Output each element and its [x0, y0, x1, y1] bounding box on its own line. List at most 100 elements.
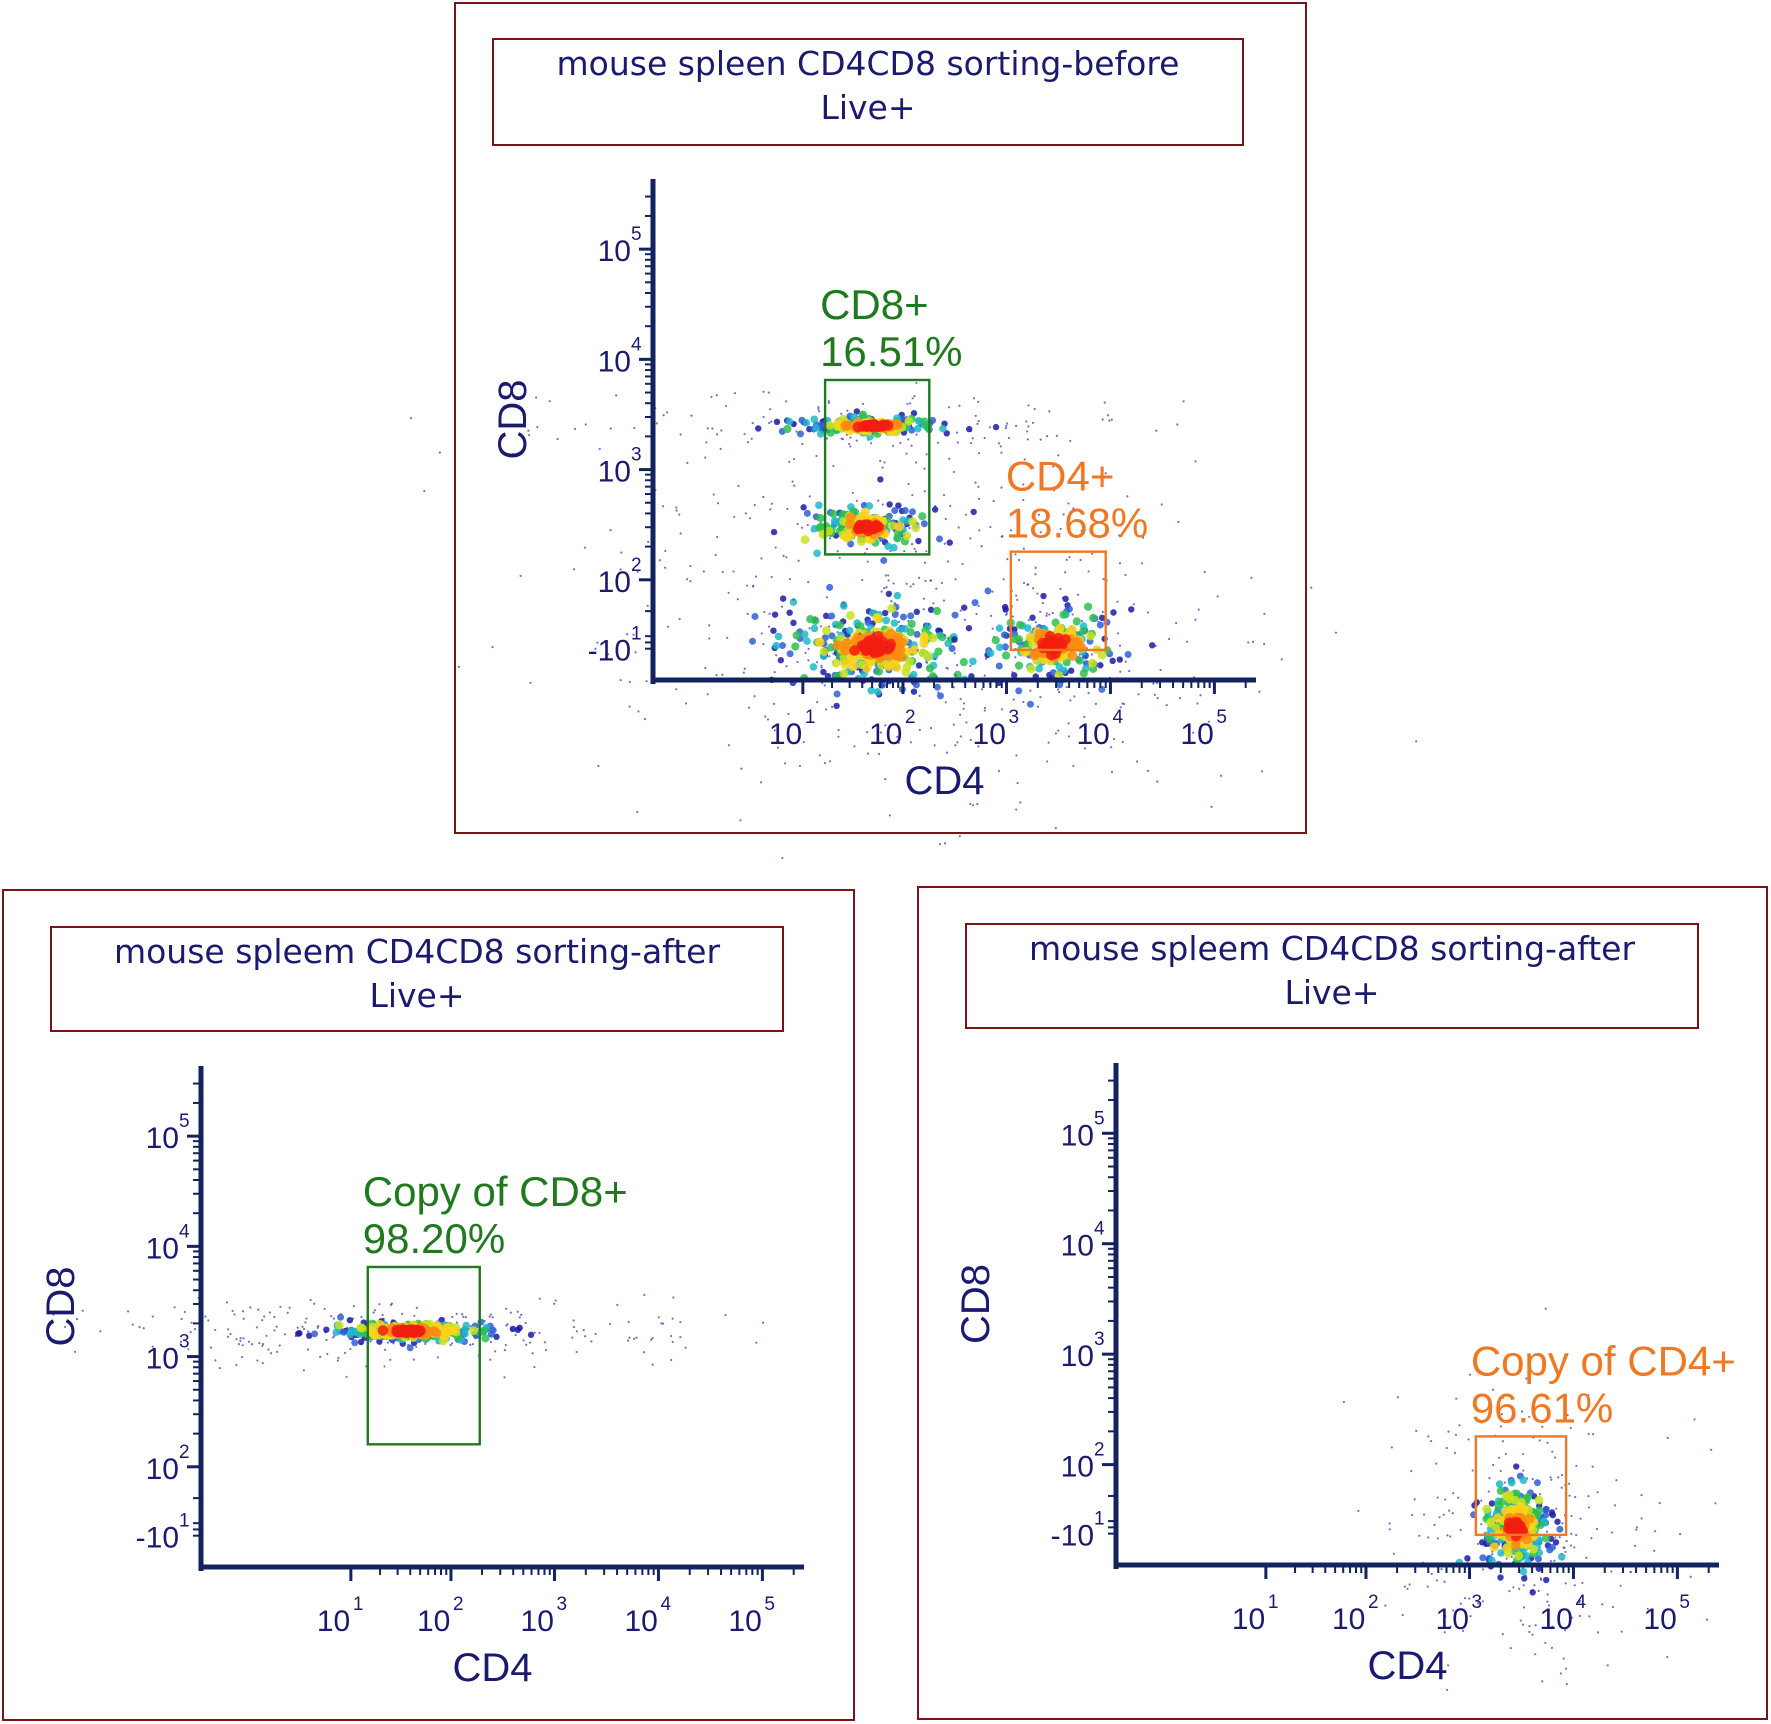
event-dot	[853, 408, 861, 415]
event-dot	[800, 535, 810, 545]
event-dot	[800, 504, 807, 511]
event-dot	[389, 1358, 392, 1361]
event-dot	[261, 1344, 264, 1347]
event-dot	[1045, 612, 1048, 615]
event-dot	[955, 431, 959, 434]
event-dot	[929, 726, 933, 730]
event-dot	[1192, 731, 1195, 734]
event-dot	[871, 432, 875, 435]
event-dot	[802, 741, 805, 744]
event-dot	[1500, 1413, 1503, 1416]
event-dot	[269, 1352, 273, 1355]
plot-title-box: mouse spleen CD4CD8 sorting-before Live+	[492, 38, 1244, 146]
event-dot	[1045, 614, 1048, 617]
event-dot	[1101, 610, 1104, 614]
event-dot	[918, 728, 921, 732]
y-tick-label-exponent: 4	[179, 1221, 190, 1242]
event-dot	[1251, 640, 1255, 643]
event-dot	[783, 424, 792, 434]
event-dot	[1098, 614, 1106, 622]
y-tick-label: -101	[588, 624, 642, 668]
event-dot	[1537, 1589, 1540, 1592]
event-dot	[351, 1339, 359, 1347]
event-dot	[1610, 1531, 1613, 1534]
event-dot	[1027, 404, 1030, 407]
event-dot	[1032, 587, 1035, 590]
event-dot	[1440, 1567, 1443, 1571]
event-dot	[179, 1340, 183, 1343]
event-dot	[142, 1327, 145, 1330]
event-dot	[1079, 669, 1088, 678]
event-dot	[992, 499, 995, 503]
event-dot	[822, 612, 830, 620]
event-dot	[1087, 570, 1090, 573]
event-dot	[796, 660, 799, 664]
gate-name-label: Copy of CD4+	[1471, 1337, 1736, 1384]
event-dot	[1468, 1597, 1471, 1600]
event-dot	[959, 658, 968, 667]
event-dot	[1653, 1549, 1656, 1552]
event-dot	[1573, 1584, 1576, 1587]
event-dot	[1000, 486, 1003, 489]
event-dot	[1019, 801, 1022, 804]
event-dot	[190, 1321, 193, 1324]
x-tick-label: 104	[1076, 707, 1123, 751]
event-dot	[75, 1317, 79, 1321]
event-dot	[225, 1301, 229, 1304]
event-dot	[845, 626, 854, 635]
event-dot	[662, 1322, 665, 1325]
event-dot	[1260, 770, 1264, 773]
event-dot	[920, 417, 929, 426]
event-dot	[1065, 605, 1073, 613]
event-dot	[808, 495, 811, 498]
event-dot	[1104, 472, 1107, 475]
event-dot	[1557, 1553, 1566, 1561]
event-dot	[309, 1298, 312, 1301]
event-dot	[1585, 1556, 1588, 1559]
event-dot	[1388, 1522, 1391, 1525]
event-dot	[847, 540, 855, 548]
y-tick-label-base: 10	[146, 1343, 179, 1376]
event-dot	[954, 674, 957, 677]
event-dot	[762, 390, 765, 393]
event-dot	[1250, 576, 1253, 579]
event-dot	[922, 597, 925, 600]
event-dot	[519, 574, 522, 577]
event-dot	[744, 512, 747, 515]
event-dot	[1160, 503, 1163, 506]
event-dot	[882, 643, 894, 655]
event-dot	[1247, 641, 1250, 644]
event-dot	[1067, 722, 1070, 725]
event-dot	[1388, 1528, 1391, 1531]
event-dot	[1546, 1593, 1549, 1596]
event-dot	[1384, 1604, 1387, 1607]
event-dot	[1034, 566, 1037, 569]
event-dot	[675, 506, 678, 509]
event-dot	[1568, 1494, 1571, 1497]
event-dot	[1591, 1465, 1594, 1468]
event-dot	[438, 451, 442, 454]
event-dot	[838, 556, 841, 559]
event-dot	[737, 484, 740, 487]
event-dot	[1488, 1500, 1496, 1507]
event-dot	[919, 633, 929, 643]
event-dot	[1444, 1615, 1447, 1618]
event-dot	[1588, 1615, 1591, 1618]
event-dot	[1408, 1583, 1411, 1586]
x-tick-label: 103	[973, 707, 1020, 751]
event-dot	[1710, 1448, 1713, 1451]
event-dot	[952, 470, 955, 474]
event-dot	[679, 532, 682, 535]
event-dot	[1471, 1469, 1474, 1472]
event-dot	[1525, 1377, 1528, 1380]
x-tick-label: 101	[1232, 1592, 1279, 1636]
flow-plot-before: CD8+16.51%CD4+18.68%101102103104105-1011…	[409, 179, 1418, 860]
gate-name-label: CD8+	[820, 281, 929, 328]
x-tick-label: 105	[1643, 1592, 1690, 1636]
event-dot	[1458, 1424, 1461, 1427]
event-dot	[1476, 1542, 1480, 1545]
event-dot	[931, 506, 939, 513]
x-tick-label-base: 10	[869, 718, 902, 751]
event-dot	[887, 604, 896, 613]
event-dot	[1549, 1543, 1557, 1551]
